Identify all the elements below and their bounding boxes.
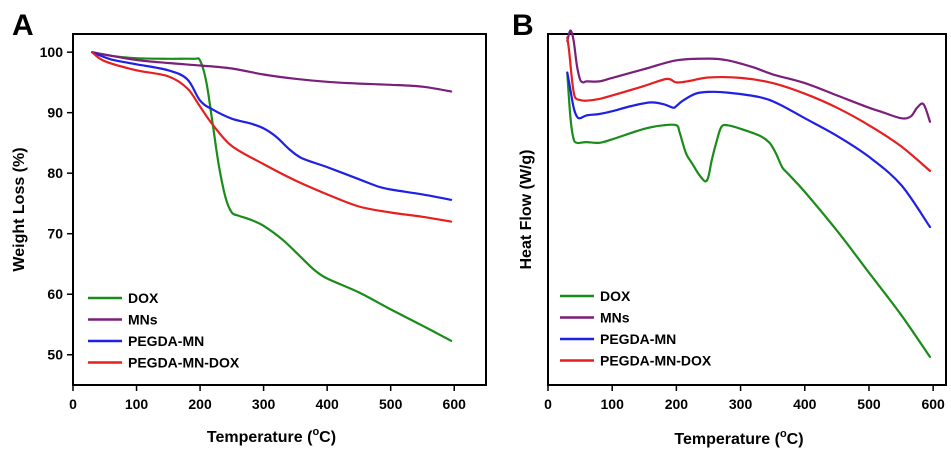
panel-label: B — [512, 9, 534, 42]
x-tick-label: 0 — [544, 396, 552, 412]
x-tick-label: 500 — [857, 396, 881, 412]
y-tick-label: 80 — [47, 165, 63, 181]
x-tick-label: 0 — [69, 396, 77, 412]
x-tick-label: 600 — [443, 396, 467, 412]
y-axis-title: Heat Flow (W/g) — [518, 150, 535, 270]
series-line-pegda-mn-dox — [91, 51, 453, 223]
x-axis-title-sup: o — [312, 426, 319, 438]
x-tick-label: 500 — [379, 396, 403, 412]
y-tick-label: 70 — [47, 226, 63, 242]
legend-label-dox: DOX — [128, 290, 159, 306]
x-tick-label: 600 — [921, 396, 945, 412]
legend: DOX MNs PEGDA-MN PEGDA-MN-DOX — [88, 290, 240, 371]
x-axis-title-end: C) — [787, 431, 804, 448]
series-line-pegda-mn-dox — [566, 36, 932, 172]
legend-label-pegda-mn: PEGDA-MN — [128, 333, 204, 349]
x-axis-title: Temperature (oC) — [674, 428, 803, 448]
legend: DOX MNs PEGDA-MN PEGDA-MN-DOX — [560, 288, 712, 369]
x-axis-title-end: C) — [319, 429, 336, 446]
series-line-dox — [91, 51, 453, 342]
y-tick-label: 50 — [47, 347, 63, 363]
x-tick-label: 200 — [665, 396, 689, 412]
series-line-mns — [91, 51, 453, 93]
chart-panel-a: A 0 100 200 300 400 500 600 50 60 70 80 90 100 Tempera… — [11, 9, 487, 446]
legend-label-mns: MNs — [600, 310, 630, 326]
x-tick-label: 300 — [729, 396, 753, 412]
panel-label: A — [12, 9, 34, 42]
legend-label-pegda-mn: PEGDA-MN — [600, 331, 676, 347]
x-axis-title: Temperature (oC) — [207, 426, 336, 446]
legend-label-mns: MNs — [128, 312, 158, 328]
legend-label-pegda-mn-dox: PEGDA-MN-DOX — [128, 355, 240, 371]
y-tick-label: 90 — [47, 105, 63, 121]
chart-panel-b: B 0 100 200 300 400 500 600 Temperature (oC) Heat… — [512, 9, 947, 448]
x-tick-label: 400 — [315, 396, 339, 412]
x-tick-label: 400 — [793, 396, 817, 412]
legend-label-dox: DOX — [600, 288, 631, 304]
legend-label-pegda-mn-dox: PEGDA-MN-DOX — [600, 353, 712, 369]
plot-frame — [547, 33, 947, 386]
y-tick-label: 100 — [40, 44, 64, 60]
series-line-dox — [566, 71, 932, 358]
x-tick-label: 100 — [125, 396, 149, 412]
y-tick-label: 60 — [47, 286, 63, 302]
series-line-mns — [566, 29, 932, 123]
x-tick-label: 300 — [252, 396, 276, 412]
series-line-pegda-mn — [566, 71, 932, 229]
series-line-pegda-mn — [91, 51, 453, 201]
x-axis-title-main: Temperature ( — [674, 431, 780, 448]
plot-frame — [72, 33, 487, 386]
x-axis-title-main: Temperature ( — [207, 429, 313, 446]
y-axis-title: Weight Loss (%) — [11, 147, 28, 271]
x-tick-label: 100 — [601, 396, 625, 412]
x-tick-label: 200 — [188, 396, 212, 412]
x-axis-title-sup: o — [780, 428, 787, 440]
